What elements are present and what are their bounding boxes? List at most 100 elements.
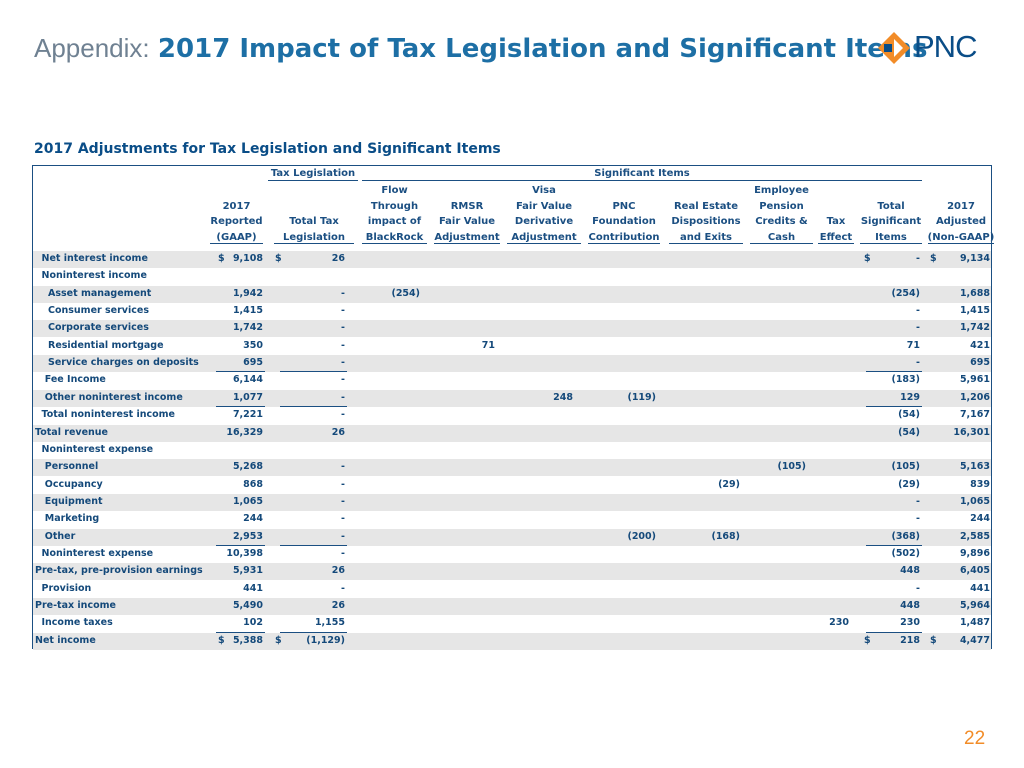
table-row: Personnel 5,268 - (105) (105) 5,163 [33,459,991,477]
group-significant-items: Significant Items [594,168,690,179]
column-header-underline [434,243,500,244]
cell-value: (29) [898,478,920,490]
column-header-line: Total Tax [289,216,339,227]
page-number: 22 [964,728,986,749]
cell-value: (105) [777,461,806,473]
currency-sign: $ [218,253,225,264]
column-header: Real Estate Dispositions and Exits [667,199,745,246]
cell-value: - [916,253,920,264]
cell-value: - [916,495,920,507]
column-header: PNC Foundation Contribution [586,199,662,246]
table-row: Net interest income 9,108 26 - 9,134 $ $ $ $ [33,251,991,268]
pnc-logo-icon [878,32,910,64]
cell-value: (29) [718,478,740,490]
cell-value: - [341,409,345,421]
column-header: Employee Pension Credits & Cash [748,183,815,245]
column-header-line: Adjusted [935,216,987,227]
table-row: Other 2,953 - (200) (168) (368) 2,585 [33,528,991,546]
cell-value: 5,961 [959,374,990,386]
currency-sign: $ [930,634,937,646]
cell-value: 441 [970,582,990,594]
cell-value: 868 [243,478,263,490]
subtotal-underline [866,544,922,546]
column-header-line: and Exits [680,231,732,243]
subtotal-underline [280,406,347,408]
cell-value: 1,065 [959,495,990,507]
cell-value: - [916,305,920,317]
title-main: 2017 Impact of Tax Legislation and Signi… [157,34,928,64]
column-header: 2017 Adjusted (Non-GAAP) [926,199,996,246]
column-header-line: Adjustment [511,231,577,243]
cell-value: 839 [970,478,990,490]
cell-value: - [341,547,345,559]
cell-value: 1,487 [959,617,990,629]
subtotal-underline [216,544,265,546]
page-title: Appendix: 2017 Impact of Tax Legislation… [34,33,927,64]
cell-value: 695 [970,357,990,369]
cell-value: 421 [970,339,990,351]
column-header: Visa Fair Value Derivative Adjustment [505,183,583,245]
cell-value: - [916,513,920,525]
table-row: Consumer services 1,415 - - 1,415 [33,303,991,320]
group-significant-underline [362,180,922,181]
column-header-line: Flow [381,185,408,196]
table-row: Pre-tax income 5,490 26 448 5,964 [33,598,991,615]
cell-value: 5,931 [232,565,263,577]
column-header: Tax Effect [816,214,856,245]
cell-value: (54) [898,426,920,438]
cell-value: 5,268 [232,461,263,473]
subtotal-underline [866,371,922,373]
row-label: Other noninterest income [44,391,183,403]
column-header-line: 2017 [947,200,975,212]
column-header-line: Contribution [588,231,660,243]
table-row: Pre-tax, pre-provision earnings 5,931 26 44… [33,563,991,581]
column-header-line: Through [370,200,419,212]
cell-value: - [341,374,345,386]
cell-value: - [341,478,345,490]
cell-value: (183) [891,374,920,386]
row-label: Noninterest expense [41,547,154,559]
column-header-line: Effect [819,231,853,243]
column-header-line: Tax [826,216,846,227]
cell-value: 16,301 [953,426,990,438]
column-header-underline [274,243,354,244]
subtotal-underline [216,371,265,373]
row-label: Marketing [44,513,100,525]
cell-value: 441 [243,582,263,594]
group-tax-legislation: Tax Legislation [270,168,356,179]
cell-value: - [341,461,345,473]
cell-value: 1,065 [232,495,263,507]
currency-sign: $ [864,634,871,646]
cell-value: 1,688 [959,287,990,299]
cell-value: 6,144 [232,374,263,386]
cell-value: 26 [331,253,345,264]
column-header-line: Cash [767,231,796,243]
cell-value: 4,477 [959,634,990,646]
cell-value: - [341,357,345,369]
cell-value: 26 [331,426,345,438]
column-header-line: Fair Value [438,216,496,227]
cell-value: (119) [627,391,656,403]
cell-value: - [341,582,345,594]
currency-sign: $ [930,253,937,264]
cell-value: - [341,530,345,542]
title-prefix: Appendix: [34,33,150,63]
column-header: RMSR Fair Value Adjustment [432,199,502,246]
column-header-underline [750,243,813,244]
table-row: Asset management 1,942 - (254) (254) 1,688 [33,285,991,303]
column-header-line: Employee [754,185,809,196]
cell-value: 7,167 [959,409,990,421]
table-row: Residential mortgage 350 - 71 71 421 [33,338,991,355]
cell-value: 695 [243,357,263,369]
cell-value: 2,953 [232,530,263,542]
cell-value: 16,329 [226,426,263,438]
row-label: Other [44,530,76,542]
cell-value: - [341,322,345,334]
table-row: Total revenue 16,329 26 (54) 16,301 [33,424,991,442]
row-label: Pre-tax income [35,600,116,611]
column-header: Flow Through impact of BlackRock [360,183,429,245]
cell-value: 448 [900,565,920,577]
cell-value: - [341,339,345,351]
cell-value: 5,490 [232,600,263,611]
table-row: Noninterest expense [33,442,991,459]
